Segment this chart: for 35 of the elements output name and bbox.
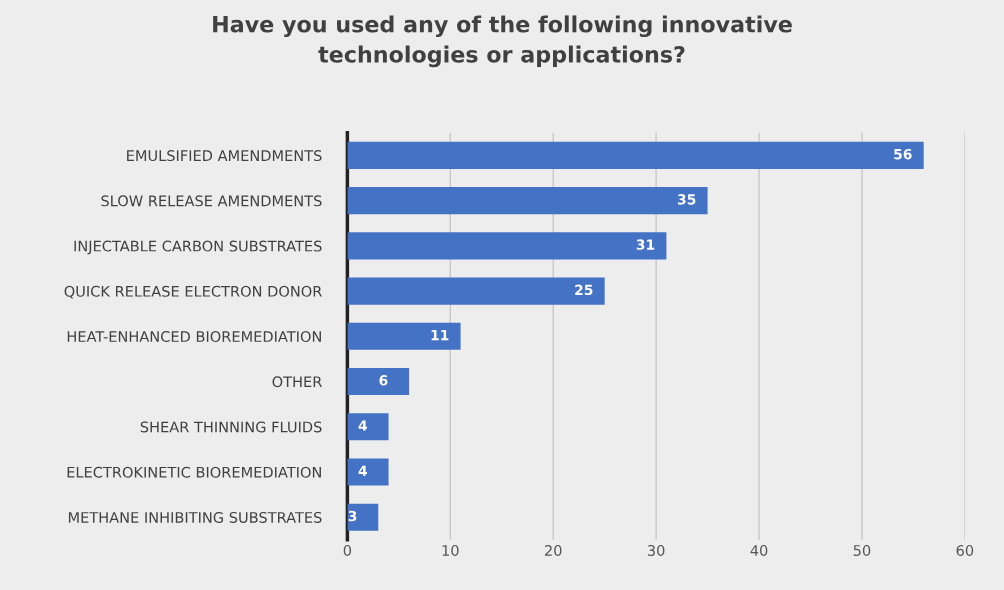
data-label: 56 <box>894 148 912 160</box>
data-label: 6 <box>379 375 388 386</box>
bar <box>347 187 708 215</box>
x-tick-label: 10 <box>442 544 459 556</box>
y-tick-label: OTHER <box>272 376 322 388</box>
data-label: 11 <box>431 330 449 341</box>
y-tick-label: EMULSIFIED AMENDMENTS <box>127 150 322 162</box>
data-label: 3 <box>348 510 357 522</box>
bar <box>347 141 924 169</box>
y-tick-label: ELECTROKINETIC BIOREMEDIATION <box>67 466 321 478</box>
data-label: 4 <box>358 420 368 431</box>
x-tick-label: 30 <box>647 544 665 556</box>
data-label: 25 <box>575 284 593 296</box>
x-tick-label: 40 <box>750 544 768 556</box>
bar <box>347 322 461 350</box>
y-tick-label: SHEAR THINNING FLUIDS <box>140 421 322 433</box>
bar <box>347 503 379 531</box>
bar <box>347 232 667 260</box>
y-tick-label: QUICK RELEASE ELECTRON DONOR <box>64 285 322 299</box>
data-label: 35 <box>677 194 696 205</box>
y-tick-label: INJECTABLE CARBON SUBSTRATES <box>74 240 322 255</box>
y-tick-label: HEAT-ENHANCED BIOREMEDIATION <box>67 331 321 343</box>
x-tick-label: 20 <box>544 544 562 556</box>
chart-title: Have you used any of the following innovative technologies or applications? <box>213 15 792 68</box>
data-label: 4 <box>358 465 368 476</box>
bar <box>347 367 410 396</box>
x-tick-label: 60 <box>956 544 974 556</box>
x-tick-label: 50 <box>853 544 871 556</box>
x-tick-label: 0 <box>343 544 352 556</box>
bar <box>347 413 389 441</box>
y-tick-label: METHANE INHIBITING SUBSTRATES <box>68 511 322 523</box>
data-label: 31 <box>636 239 655 250</box>
y-tick-label: SLOW RELEASE AMENDMENTS <box>101 195 322 207</box>
bar <box>347 277 605 305</box>
bar <box>347 458 389 486</box>
